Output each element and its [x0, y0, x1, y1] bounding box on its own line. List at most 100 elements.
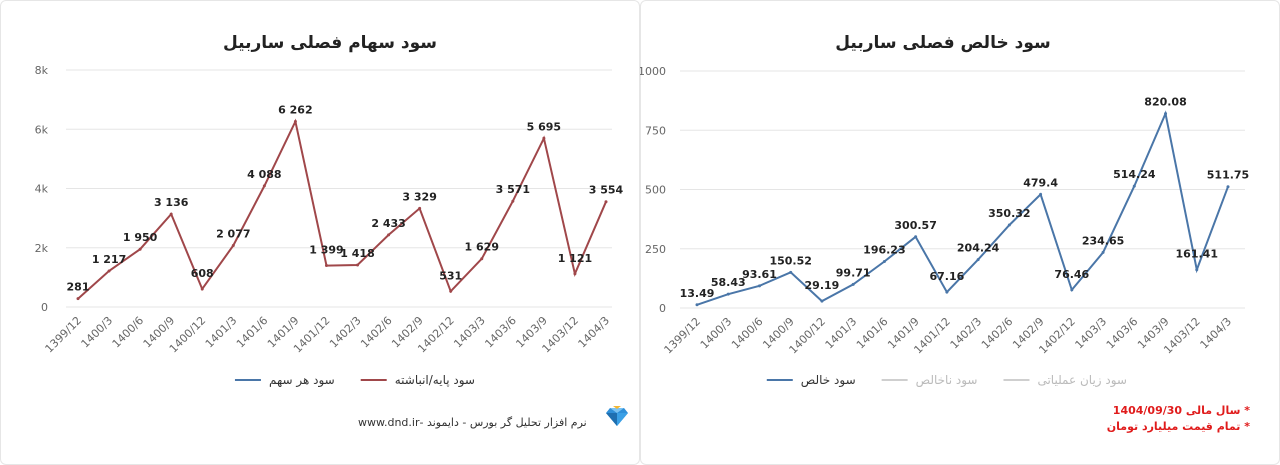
y-tick-label: 750 [645, 124, 666, 137]
data-point [480, 257, 484, 261]
y-tick-label: 2k [35, 242, 49, 255]
diamond-logo-icon [606, 406, 628, 430]
data-label: 531 [439, 269, 462, 282]
data-label: 29.19 [805, 279, 840, 292]
data-point [695, 303, 699, 307]
data-point [169, 212, 173, 216]
data-point [726, 292, 730, 296]
legend-label: سود خالص [801, 373, 856, 388]
data-label: 161.41 [1176, 248, 1218, 261]
notes: * سال مالی 1404/09/30 * تمام قیمت میلیار… [1107, 403, 1250, 435]
data-label: 1 629 [465, 241, 499, 254]
data-label: 514.24 [1113, 168, 1156, 181]
y-tick-label: 0 [41, 301, 48, 314]
data-label: 58.43 [711, 276, 746, 289]
data-point [945, 290, 949, 294]
data-label: 13.49 [680, 287, 715, 300]
data-point [820, 299, 824, 303]
data-label: 1 399 [309, 244, 343, 257]
chart-panel-net-profit: سود خالص فصلی ساربیل 0 250 500 750 1000 1399/1… [640, 0, 1280, 465]
data-label: 5 695 [527, 120, 561, 133]
data-point [107, 269, 111, 273]
data-label: 3 136 [154, 196, 189, 209]
data-label: 608 [191, 267, 214, 280]
data-point [1132, 184, 1136, 188]
x-tick-label: 1402/3 [327, 314, 364, 351]
x-tick-label: 1401/6 [854, 315, 891, 352]
data-label: 2 433 [371, 217, 405, 230]
note-unit: * تمام قیمت میلیارد تومان [1106, 420, 1250, 433]
data-label: 1 950 [123, 231, 158, 244]
x-tick-label: 1403/6 [1104, 315, 1141, 352]
eps-chart: سود سهام فصلی ساربیل02k4k6k8k1399/121400… [35, 33, 624, 388]
x-tick-label: 1401/3 [823, 315, 860, 352]
x-tick-label: 1401/3 [203, 314, 240, 351]
data-point [604, 200, 608, 204]
data-label: 281 [67, 281, 90, 294]
data-label: 93.61 [742, 268, 777, 281]
data-point [449, 289, 453, 293]
x-tick-label: 1403/3 [451, 314, 488, 351]
data-point [511, 199, 515, 203]
y-tick-label: 1000 [640, 65, 666, 78]
legend-label: سود هر سهم [269, 373, 335, 388]
data-point [542, 136, 546, 140]
data-point [138, 247, 142, 251]
data-label: 820.08 [1144, 96, 1186, 109]
data-label: 150.52 [769, 254, 811, 267]
data-point [1195, 268, 1199, 272]
y-tick-label: 500 [645, 184, 666, 197]
data-point [231, 243, 235, 247]
data-point [324, 264, 328, 268]
data-label: 3 554 [589, 184, 624, 197]
data-label: 3 329 [402, 190, 436, 203]
data-label: 67.16 [929, 270, 964, 283]
x-tick-label: 1402/6 [358, 314, 395, 351]
note-fiscal-year: * سال مالی 1404/09/30 [1112, 404, 1250, 417]
data-point [573, 272, 577, 276]
data-point [914, 235, 918, 239]
x-tick-label: 1402/3 [948, 315, 985, 352]
data-point [76, 297, 80, 301]
net-profit-chart: سود خالص فصلی ساربیل 0 250 500 750 1000 1399/1… [640, 33, 1249, 388]
data-point [387, 233, 391, 237]
x-tick-label: 1399/12 [43, 314, 85, 356]
x-tick-label: 1403/6 [482, 314, 519, 351]
data-point [757, 284, 761, 288]
data-point [976, 258, 980, 262]
x-tick-label: 1400/6 [110, 314, 147, 351]
x-tick-label: 1402/6 [979, 315, 1016, 352]
data-label: 234.65 [1082, 234, 1124, 247]
data-point [293, 119, 297, 123]
data-label: 350.32 [988, 207, 1030, 220]
data-label: 204.24 [957, 242, 1000, 255]
y-tick-label: 0 [659, 302, 666, 315]
x-tick-label: 1400/3 [698, 315, 735, 352]
data-point [1101, 250, 1105, 254]
x-tick-label: 1400/3 [79, 314, 116, 351]
series-line [696, 110, 1229, 306]
x-tick-label: 1404/3 [1198, 315, 1235, 352]
chart-panel-eps: سود سهام فصلی ساربیل 0 2k 4k 6k 8k 1399/12 1400… [0, 0, 640, 465]
y-tick-label: 6k [35, 123, 49, 136]
y-tick-label: 4k [35, 183, 49, 196]
data-point [418, 206, 422, 210]
chart-title: سود خالص فصلی ساربیل [835, 33, 1050, 53]
data-label: 2 077 [216, 227, 250, 240]
data-label: 1 121 [558, 252, 592, 265]
data-point [1070, 288, 1074, 292]
chart-title: سود سهام فصلی ساربیل [223, 33, 437, 53]
data-point [1039, 192, 1043, 196]
y-tick-label: 250 [645, 243, 666, 256]
x-tick-label: 1404/3 [576, 314, 613, 351]
x-tick-label: 1403/3 [1073, 315, 1110, 352]
data-label: 3 571 [496, 183, 530, 196]
data-point [356, 263, 360, 267]
data-label: 76.46 [1054, 268, 1089, 281]
legend-label: سود پایه/انباشته [395, 373, 475, 388]
y-tick-label: 8k [35, 64, 49, 77]
data-label: 6 262 [278, 103, 312, 116]
data-label: 1 418 [340, 247, 374, 260]
x-tick-label: 1400/6 [729, 315, 766, 352]
series-line [77, 118, 607, 300]
